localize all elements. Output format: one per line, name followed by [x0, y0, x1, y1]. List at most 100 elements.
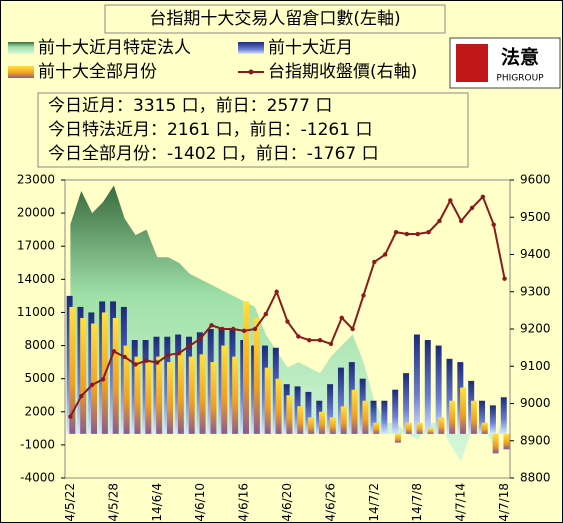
info-box	[37, 92, 469, 168]
line-point	[437, 218, 442, 224]
bar	[424, 340, 431, 434]
bar	[329, 417, 336, 434]
bar	[479, 400, 486, 434]
line-point	[458, 218, 464, 224]
bar	[232, 356, 239, 434]
line-point	[133, 362, 138, 367]
line-point	[448, 198, 453, 203]
y-tick-label: 5000	[24, 371, 55, 385]
line-point	[502, 276, 507, 281]
y-tick-label: 14000	[17, 272, 55, 286]
logo-icon	[456, 44, 488, 82]
x-tick-label: 2014/6/16	[237, 483, 251, 523]
bar	[340, 406, 347, 434]
bar	[80, 317, 87, 434]
bar	[210, 362, 217, 434]
bar	[503, 433, 510, 450]
line-point	[241, 328, 247, 334]
bar	[489, 405, 496, 434]
logo-text: 法意	[501, 46, 539, 69]
bar	[112, 317, 119, 434]
bar	[253, 317, 260, 434]
y-tick-label: 17000	[17, 239, 55, 253]
line-point	[491, 222, 496, 227]
legend-label: 前十大全部月份	[38, 62, 157, 82]
line-point	[328, 341, 334, 347]
line-point	[307, 337, 312, 343]
bar	[337, 367, 344, 434]
bar	[305, 391, 312, 434]
y-tick-label: -1000	[20, 437, 55, 451]
line-point	[404, 231, 410, 237]
line-point	[209, 323, 214, 328]
bar	[351, 389, 358, 434]
y2-tick-label: 9000	[520, 396, 551, 410]
line-point	[176, 351, 182, 356]
line-point	[296, 334, 301, 339]
bar	[470, 400, 477, 434]
line-point	[263, 311, 268, 317]
bar	[286, 395, 293, 434]
line-point	[361, 293, 366, 298]
bar	[145, 362, 152, 434]
info-line: 今日近月：3315 口，前日：2577 口	[48, 96, 332, 116]
bar	[403, 373, 410, 434]
chart-title: 台指期十大交易人留倉口數(左軸)	[149, 9, 400, 29]
bar	[362, 400, 369, 434]
line-point	[350, 326, 355, 332]
bar	[435, 345, 442, 434]
y-tick-label: -4000	[20, 471, 55, 485]
y-tick-label: 8000	[24, 338, 55, 352]
line-point	[100, 377, 106, 382]
y2-tick-label: 9100	[520, 359, 551, 373]
bar	[327, 384, 334, 434]
line-point	[317, 337, 323, 343]
y2-tick-label: 8800	[520, 471, 551, 485]
x-tick-label: 2014/5/28	[106, 483, 120, 523]
line-point	[274, 289, 279, 294]
bar	[370, 400, 377, 434]
y2-tick-label: 9500	[520, 210, 551, 224]
line-point	[155, 360, 160, 365]
bar	[243, 301, 249, 434]
bar	[318, 411, 325, 434]
y2-tick-label: 9400	[520, 247, 551, 261]
bar	[413, 334, 420, 434]
bar	[177, 351, 184, 434]
line-point	[393, 229, 399, 235]
bar	[500, 397, 507, 434]
line-point	[122, 354, 127, 360]
legend-swatch	[8, 42, 34, 54]
y-tick-label: 2000	[24, 404, 55, 418]
line-point	[111, 349, 117, 354]
bar	[275, 378, 282, 434]
legend-swatch	[8, 66, 34, 78]
bar	[167, 362, 173, 434]
legend-swatch	[238, 42, 264, 54]
bar	[188, 356, 195, 434]
line-point	[89, 382, 95, 388]
line-point	[198, 336, 203, 341]
y-tick-label: 11000	[17, 305, 55, 319]
x-tick-label: 2014/7/2	[367, 483, 381, 523]
bar	[449, 400, 456, 434]
y2-tick-label: 9600	[520, 173, 551, 187]
x-tick-label: 2014/7/18	[497, 483, 511, 523]
y-tick-label: 23000	[17, 173, 55, 187]
x-tick-label: 2014/6/20	[280, 483, 294, 523]
line-point	[426, 229, 431, 235]
bar	[416, 422, 423, 434]
x-tick-label: 2014/6/10	[193, 483, 207, 523]
x-tick-label: 2014/5/22	[63, 483, 77, 523]
bar	[297, 406, 304, 434]
y2-tick-label: 9200	[520, 322, 551, 336]
bar	[221, 345, 228, 434]
line-point	[231, 326, 236, 332]
bar	[156, 356, 163, 434]
bar	[91, 323, 98, 434]
bar	[381, 400, 388, 434]
line-point	[220, 326, 225, 332]
line-point	[252, 326, 258, 332]
bar	[405, 422, 412, 434]
